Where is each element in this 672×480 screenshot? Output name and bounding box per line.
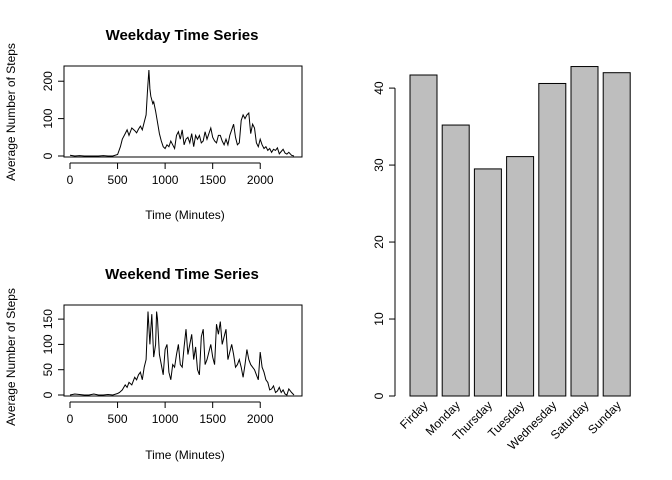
p2-x-tick-label: 0: [67, 412, 74, 426]
weekend-plot-frame: [63, 304, 303, 397]
weekend-axes: 0 500 1000 1500 2000 0 50 100 150: [41, 309, 274, 426]
weekday-bar-panel: FirdayMondayThursdayTuesdayWednesdaySatu…: [372, 66, 631, 453]
bar: [538, 82, 567, 397]
bar-y-tick-label: 10: [372, 312, 386, 326]
bar: [602, 72, 631, 397]
p1-x-tick-label: 2000: [247, 173, 274, 187]
p1-x-tick-label: 500: [108, 173, 128, 187]
p2-x-tick-label: 500: [108, 412, 128, 426]
bar: [473, 168, 502, 397]
bar-y-tick-label: 20: [372, 235, 386, 249]
weekday-axes: 0 500 1000 1500 2000 0 100 200: [41, 71, 274, 187]
p1-y-tick-label: 100: [41, 108, 55, 128]
p2-x-tick-label: 1500: [199, 412, 226, 426]
bar-group: [409, 66, 631, 397]
bar: [441, 124, 470, 397]
weekend-title: Weekend Time Series: [105, 266, 259, 283]
bar-category-label: Sunday: [585, 398, 624, 437]
weekend-y-axis-label: Average Number of Steps: [4, 288, 18, 426]
p2-y-tick-label: 150: [41, 309, 55, 329]
weekday-title: Weekday Time Series: [106, 27, 259, 44]
bar: [506, 156, 535, 397]
bar: [409, 74, 438, 397]
weekend-series-line: [69, 311, 295, 396]
weekday-plot-frame: [63, 65, 303, 158]
p2-x-tick-label: 1000: [152, 412, 179, 426]
p2-y-tick-label: 0: [41, 391, 55, 398]
p1-x-tick-label: 1500: [199, 173, 226, 187]
p1-y-tick-label: 200: [41, 71, 55, 91]
weekend-panel: Weekend Time Series Time (Minutes) Avera…: [4, 266, 303, 462]
weekday-panel: Weekday Time Series Time (Minutes) Avera…: [4, 27, 303, 222]
bar-y-tick-label: 30: [372, 158, 386, 172]
weekday-y-axis-label: Average Number of Steps: [4, 43, 18, 181]
p2-x-tick-label: 2000: [247, 412, 274, 426]
bar: [570, 66, 599, 397]
p2-y-tick-label: 100: [41, 334, 55, 354]
weekday-x-axis-label: Time (Minutes): [145, 208, 225, 222]
weekday-series-line: [69, 69, 295, 157]
bar-y-tick-label: 40: [372, 81, 386, 95]
p2-y-tick-label: 50: [41, 363, 55, 377]
p1-x-tick-label: 0: [67, 173, 74, 187]
p1-x-tick-label: 1000: [152, 173, 179, 187]
weekend-x-axis-label: Time (Minutes): [145, 448, 225, 462]
p1-y-tick-label: 0: [41, 152, 55, 159]
bar-y-tick-label: 0: [372, 392, 386, 399]
